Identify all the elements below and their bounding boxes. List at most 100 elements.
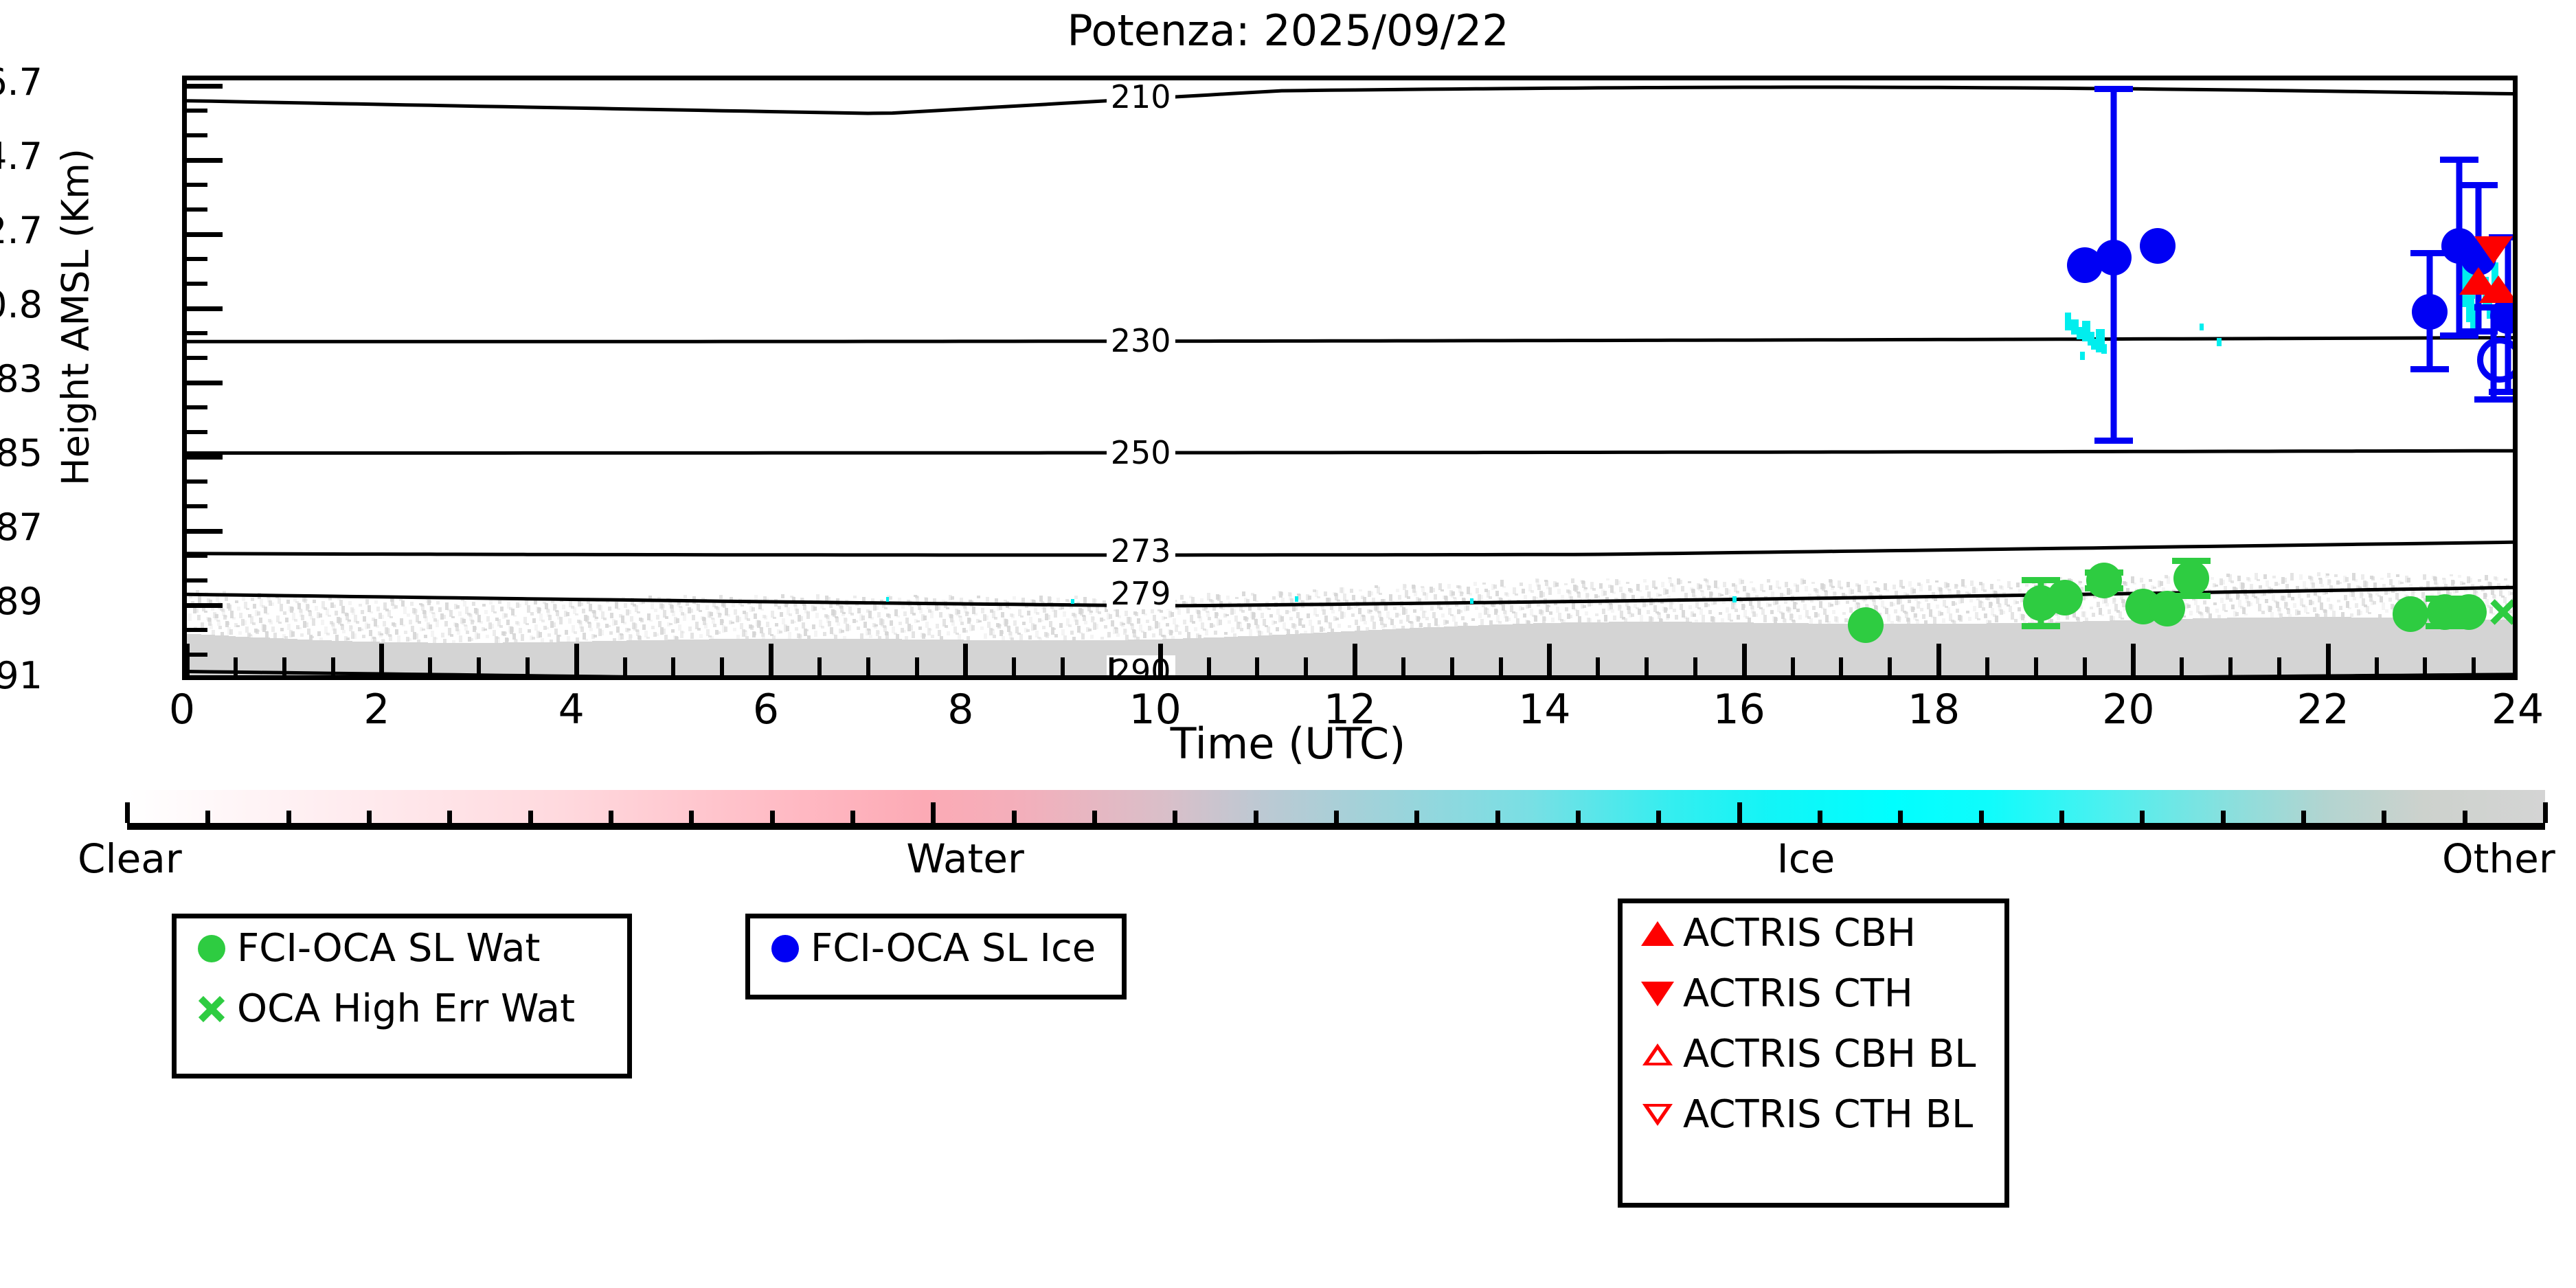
other-region-speckle	[2215, 584, 2218, 587]
legend-item-label: ACTRIS CTH	[1683, 971, 1913, 1016]
other-region-speckle	[1079, 632, 1083, 635]
other-region-speckle	[1496, 615, 1500, 623]
other-region-speckle	[1425, 617, 1429, 621]
legend-item[interactable]: FCI-OCA SL Ice	[750, 918, 1122, 979]
other-region-speckle	[1988, 620, 1991, 625]
other-region-speckle	[1070, 607, 1073, 609]
other-region-speckle	[217, 620, 221, 626]
other-region-speckle	[1897, 616, 1901, 623]
other-region-speckle	[635, 605, 638, 613]
other-region-speckle	[1278, 615, 1282, 623]
legend-actris[interactable]: ACTRIS CBH ACTRIS CTH ACTRIS CBH BL ACTR…	[1618, 899, 2009, 1208]
other-region-speckle	[1702, 614, 1705, 622]
legend-item[interactable]: ACTRIS CTH	[1623, 964, 2004, 1024]
legend-item[interactable]: FCI-OCA SL Wat	[177, 918, 627, 979]
legend-item[interactable]: OCA High Err Wat	[177, 979, 627, 1039]
other-region-speckle	[1374, 604, 1377, 611]
other-region-speckle	[2222, 579, 2225, 585]
x-tick-label: 22	[2296, 686, 2349, 734]
other-region-speckle	[792, 596, 795, 603]
other-region-speckle	[410, 602, 414, 607]
other-region-speckle	[883, 625, 886, 629]
legend-item[interactable]: ACTRIS CTH BL	[1623, 1085, 2004, 1145]
other-region-speckle	[335, 610, 338, 615]
other-region-speckle	[794, 602, 798, 611]
other-region-speckle	[722, 625, 725, 633]
legend-water[interactable]: FCI-OCA SL Wat OCA High Err Wat	[172, 914, 632, 1078]
other-region-band	[290, 639, 297, 675]
other-region-speckle	[880, 600, 883, 603]
other-region-speckle	[1835, 597, 1838, 605]
other-region-speckle	[1258, 607, 1262, 611]
other-region-speckle	[1623, 594, 1627, 600]
other-region-speckle	[341, 624, 344, 630]
other-region-speckle	[2270, 611, 2274, 620]
legend-item[interactable]: ACTRIS CBH	[1623, 903, 2004, 964]
other-region-speckle	[424, 635, 427, 639]
other-region-speckle	[2059, 577, 2062, 580]
other-region-speckle	[1903, 592, 1907, 597]
other-region-speckle	[2224, 609, 2228, 612]
other-region-speckle	[2434, 577, 2437, 585]
other-region-speckle	[1143, 631, 1146, 638]
other-region-speckle	[1560, 618, 1563, 622]
other-region-speckle	[319, 613, 322, 618]
other-region-speckle	[1684, 616, 1687, 620]
other-region-speckle	[1293, 623, 1296, 629]
other-region-speckle	[558, 635, 561, 637]
other-region-speckle	[1377, 610, 1381, 613]
other-region-speckle	[2072, 609, 2076, 618]
other-region-speckle	[433, 636, 436, 644]
other-region-speckle	[1629, 612, 1632, 618]
other-region-speckle	[1011, 614, 1015, 619]
other-region-speckle	[2114, 604, 2118, 612]
other-region-band	[1671, 622, 1678, 675]
other-region-speckle	[2323, 590, 2326, 596]
other-region-speckle	[1452, 615, 1456, 622]
plot-area[interactable]: 210 230 250 273 279 290	[182, 76, 2518, 680]
other-region-speckle	[1380, 617, 1383, 625]
other-region-speckle	[974, 612, 978, 615]
other-region-band	[2241, 618, 2248, 675]
other-region-speckle	[1175, 605, 1179, 609]
other-region-speckle	[1604, 614, 1607, 622]
other-region-speckle	[2363, 580, 2366, 587]
other-region-speckle	[389, 615, 393, 618]
other-region-speckle	[762, 614, 766, 618]
other-region-speckle	[994, 616, 997, 620]
other-region-speckle	[813, 606, 817, 611]
other-region-speckle	[1454, 597, 1457, 603]
other-region-speckle	[1260, 631, 1263, 635]
other-region-speckle	[2352, 572, 2355, 580]
other-region-speckle	[640, 618, 644, 623]
other-region-speckle	[445, 602, 449, 610]
other-region-speckle	[844, 618, 848, 622]
other-region-speckle	[2348, 607, 2351, 610]
other-region-speckle	[2131, 576, 2134, 584]
other-region-speckle	[352, 608, 355, 615]
other-region-speckle	[1026, 629, 1030, 633]
other-region-speckle	[1623, 594, 1626, 602]
other-region-speckle	[799, 634, 802, 637]
other-region-speckle	[659, 602, 663, 609]
other-region-speckle	[1116, 609, 1119, 617]
other-region-speckle	[1473, 581, 1477, 586]
other-region-speckle	[482, 603, 486, 607]
other-region-speckle	[431, 611, 435, 614]
other-region-speckle	[216, 619, 220, 622]
legend-item[interactable]: ACTRIS CBH BL	[1623, 1024, 2004, 1085]
other-region-speckle	[238, 631, 242, 635]
other-region-speckle	[406, 637, 409, 642]
data-point-marker	[2047, 579, 2083, 615]
other-region-speckle	[1838, 580, 1841, 589]
colorbar[interactable]: Clear Water Ice Other	[78, 790, 2555, 882]
data-point-marker	[2393, 596, 2429, 633]
other-region-speckle	[718, 613, 721, 618]
other-region-speckle	[1721, 618, 1724, 622]
other-region-speckle	[1697, 583, 1700, 589]
legend-ice[interactable]: FCI-OCA SL Ice	[745, 914, 1127, 999]
other-region-speckle	[436, 600, 440, 605]
other-region-speckle	[2298, 592, 2301, 599]
x-axis-minor-tick	[1839, 657, 1844, 675]
other-region-band	[1643, 622, 1651, 675]
